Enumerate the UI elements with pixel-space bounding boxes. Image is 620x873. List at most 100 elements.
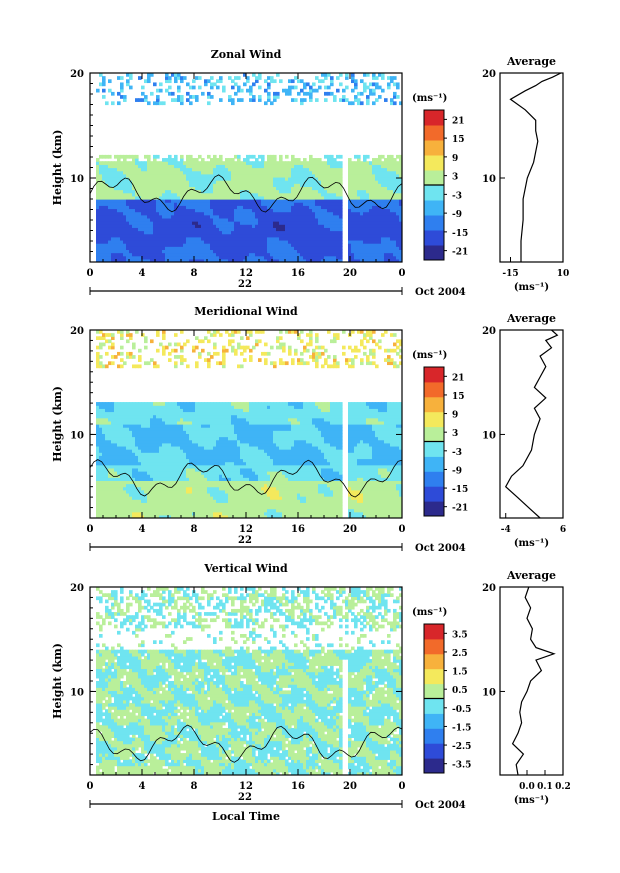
- heatmap-cell: [159, 492, 163, 497]
- heatmap-cell: [261, 211, 265, 216]
- heatmap-cell: [228, 205, 232, 210]
- heatmap-cell: [186, 339, 190, 344]
- heatmap-cell: [396, 154, 400, 159]
- heatmap-cell: [120, 82, 124, 87]
- heatmap-cell: [279, 208, 283, 213]
- heatmap-cell: [225, 217, 229, 222]
- heatmap-cell: [174, 164, 178, 169]
- heatmap-cell: [114, 502, 118, 507]
- heatmap-cell: [327, 85, 331, 90]
- heatmap-cell: [147, 243, 151, 247]
- heatmap-cell: [393, 173, 397, 178]
- heatmap-cell: [159, 214, 163, 219]
- heatmap-cell: [372, 180, 376, 184]
- heatmap-cell: [186, 402, 190, 406]
- heatmap-cell: [258, 76, 262, 80]
- heatmap-cell: [120, 211, 124, 216]
- heatmap-cell: [348, 173, 352, 178]
- heatmap-cell: [171, 205, 175, 210]
- heatmap-cell: [219, 195, 223, 200]
- heatmap-cell: [390, 236, 394, 241]
- heatmap-cell: [366, 258, 370, 262]
- heatmap-cell: [258, 202, 262, 206]
- heatmap-cell: [228, 176, 232, 181]
- heatmap-cell: [135, 471, 139, 475]
- heatmap-cell: [123, 424, 127, 428]
- heatmap-cell: [135, 436, 139, 441]
- heatmap-cell: [288, 211, 292, 216]
- heatmap-cell: [171, 477, 175, 481]
- heatmap-cell: [387, 167, 391, 172]
- profile-y-tick-label: 10: [482, 174, 496, 185]
- heatmap-cell: [231, 233, 235, 238]
- heatmap-cell: [363, 170, 367, 175]
- heatmap-cell: [138, 424, 142, 428]
- heatmap-cell: [318, 208, 322, 213]
- heatmap-cell: [168, 358, 172, 362]
- heatmap-cell: [189, 164, 193, 169]
- heatmap-cell: [108, 211, 112, 216]
- heatmap-cell: [192, 239, 196, 244]
- heatmap-cell: [174, 167, 178, 172]
- heatmap-cell: [399, 236, 402, 241]
- heatmap-cell: [186, 239, 190, 244]
- heatmap-cell: [177, 442, 181, 447]
- heatmap-cell: [195, 176, 199, 181]
- heatmap-cell: [300, 183, 304, 187]
- heatmap-cell: [114, 405, 118, 409]
- heatmap-cell: [372, 161, 376, 165]
- heatmap-cell: [303, 258, 307, 262]
- heatmap-cell: [321, 202, 325, 206]
- heatmap-cell: [210, 239, 214, 244]
- heatmap-cell: [393, 170, 397, 175]
- heatmap-cell: [348, 230, 352, 235]
- heatmap-cell: [108, 402, 112, 406]
- heatmap-cell: [102, 411, 106, 416]
- heatmap-cell: [285, 192, 289, 197]
- heatmap-cell: [231, 208, 235, 213]
- heatmap-cell: [297, 205, 301, 210]
- heatmap-cell: [111, 239, 115, 244]
- heatmap-cell: [141, 477, 145, 481]
- heatmap-cell: [360, 230, 364, 235]
- heatmap-cell: [219, 192, 223, 197]
- heatmap-cell: [243, 224, 247, 228]
- heatmap-cell: [186, 236, 190, 241]
- heatmap-cell: [234, 205, 238, 210]
- heatmap-cell: [348, 205, 352, 210]
- heatmap-cell: [180, 214, 184, 219]
- heatmap-cell: [123, 173, 127, 178]
- heatmap-cell: [171, 73, 175, 77]
- heatmap-cell: [138, 199, 142, 203]
- heatmap-cell: [354, 236, 358, 241]
- heatmap-cell: [297, 192, 301, 197]
- heatmap-cell: [108, 483, 112, 488]
- heatmap-cell: [174, 433, 178, 438]
- heatmap-cell: [144, 508, 148, 513]
- heatmap-cell: [198, 176, 202, 181]
- heatmap-cell: [141, 173, 145, 178]
- heatmap-cell: [105, 436, 109, 441]
- heatmap-cell: [144, 183, 148, 187]
- heatmap-cell: [144, 414, 148, 419]
- heatmap-cell: [393, 195, 397, 200]
- heatmap-cell: [147, 461, 151, 466]
- heatmap-cell: [282, 180, 286, 184]
- heatmap-cell: [147, 492, 151, 497]
- heatmap-cell: [129, 249, 133, 254]
- heatmap-cell: [372, 173, 376, 178]
- heatmap-cell: [99, 420, 103, 425]
- heatmap-cell: [366, 189, 370, 194]
- heatmap-cell: [123, 195, 127, 200]
- heatmap-cell: [117, 199, 121, 203]
- heatmap-cell: [117, 208, 121, 213]
- heatmap-cell: [177, 489, 181, 494]
- heatmap-cell: [153, 455, 157, 460]
- heatmap-cell: [114, 420, 118, 425]
- heatmap-cell: [150, 514, 154, 518]
- heatmap-cell: [183, 483, 187, 488]
- heatmap-cell: [108, 461, 112, 466]
- heatmap-cell: [210, 217, 214, 222]
- heatmap-cell: [267, 246, 271, 250]
- heatmap-cell: [99, 230, 103, 235]
